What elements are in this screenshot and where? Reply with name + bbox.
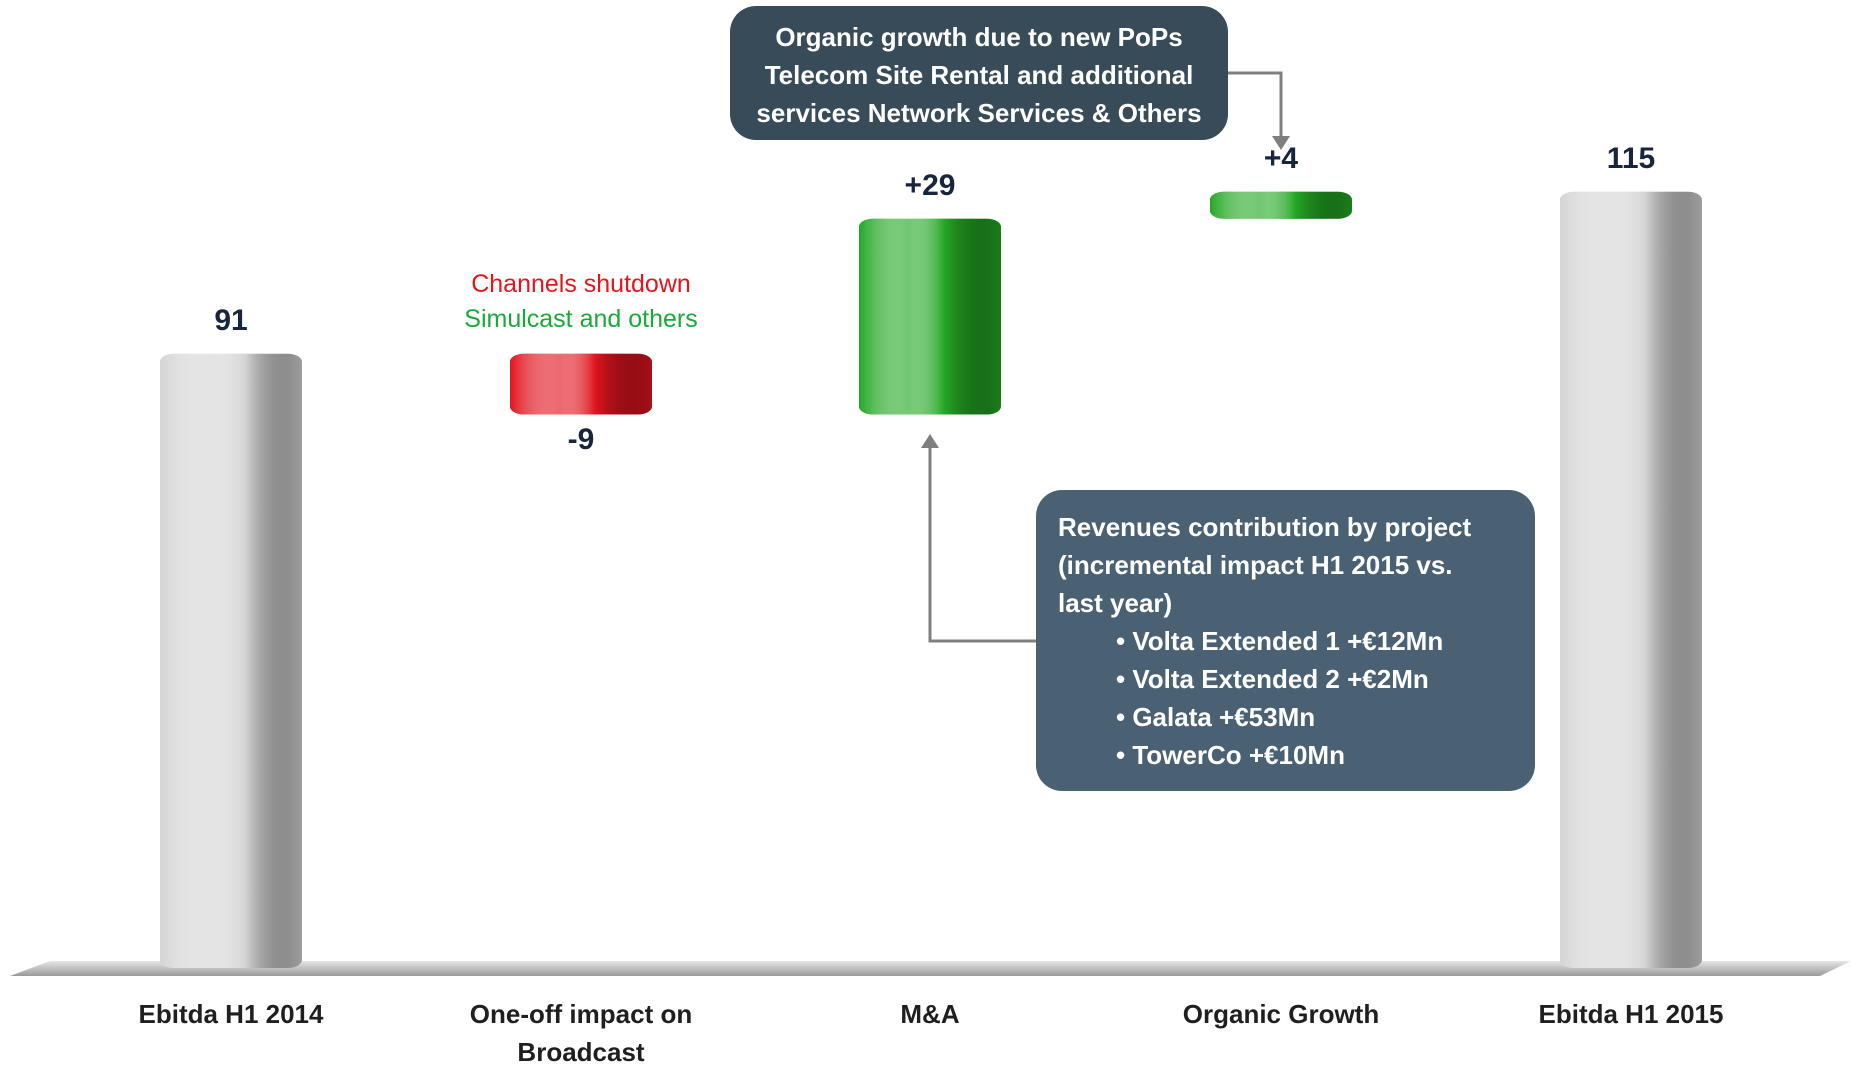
bar-shade <box>859 218 1001 415</box>
callout-line: last year) <box>1058 588 1173 618</box>
x-tick-label: One-off impact on Broadcast <box>469 999 693 1067</box>
connector <box>928 444 1036 643</box>
floor <box>10 961 1851 976</box>
value-label: -9 <box>567 422 595 456</box>
x-tick-label: Ebitda H1 2014 <box>138 999 324 1029</box>
value-label: +29 <box>904 168 956 202</box>
callout-line: (incremental impact H1 2015 vs. <box>1058 550 1453 580</box>
value-label: +4 <box>1263 141 1299 175</box>
callout-line: Organic growth due to new PoPs <box>775 22 1183 52</box>
bar-shade <box>1560 191 1702 968</box>
callout: Revenues contribution by project (increme… <box>1036 490 1535 791</box>
callout-bullet: Galata +€53Mn <box>1058 698 1535 736</box>
callout-bullet: Volta Extended 1 +€12Mn <box>1058 622 1535 660</box>
arrow-head <box>1272 136 1290 150</box>
callout-bullet: TowerCo +€10Mn <box>1058 736 1535 774</box>
x-tick-label: Organic Growth <box>1182 999 1380 1029</box>
callout-line: Revenues contribution by project <box>1058 512 1472 542</box>
annotation: Simulcast and others <box>464 305 698 333</box>
bar-shade <box>510 353 652 415</box>
value-label: 91 <box>214 303 248 337</box>
bar-shade <box>160 353 302 968</box>
callout-line: Telecom Site Rental and additional <box>764 60 1194 90</box>
connector <box>1228 71 1283 140</box>
annotation: Channels shutdown <box>471 270 691 298</box>
callout-line: services Network Services & Others <box>756 98 1202 128</box>
callout: Organic growth due to new PoPs Telecom Si… <box>730 6 1228 140</box>
value-label: 115 <box>1606 141 1656 175</box>
callout-bullet: Volta Extended 2 +€2Mn <box>1058 660 1535 698</box>
arrow-head <box>921 434 939 448</box>
bar-shade <box>1210 191 1352 219</box>
x-tick-label: Ebitda H1 2015 <box>1538 999 1724 1029</box>
x-tick-label: M&A <box>900 999 960 1029</box>
